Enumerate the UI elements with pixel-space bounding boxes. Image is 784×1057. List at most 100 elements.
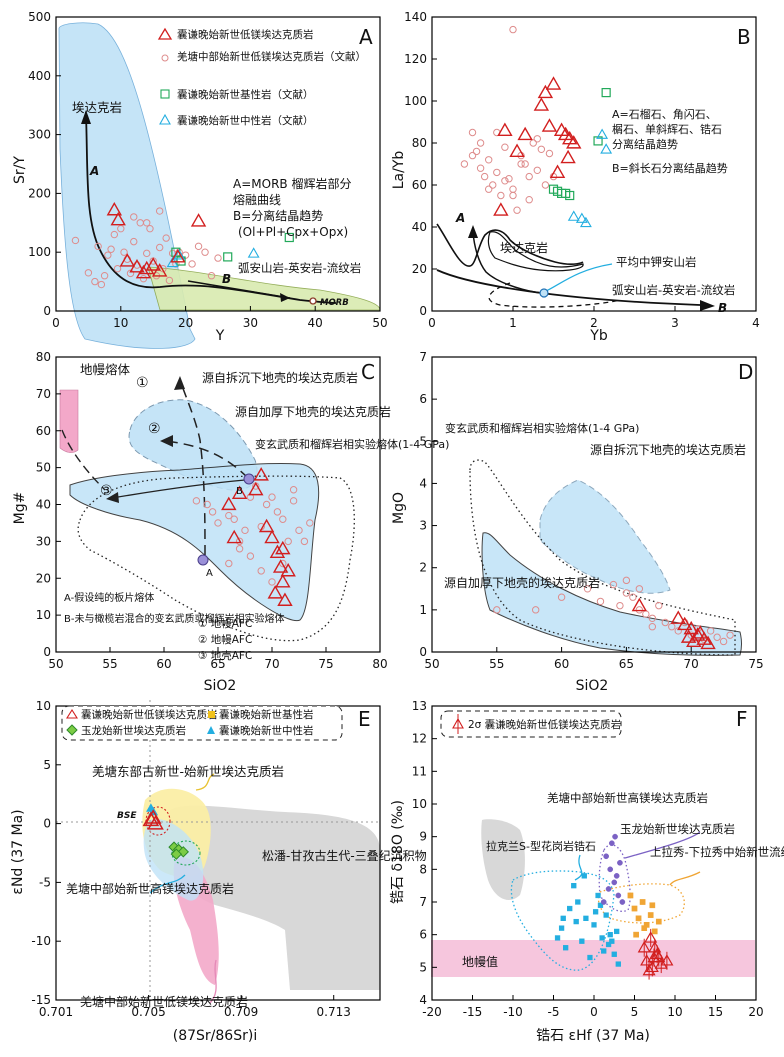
note-a-4: (Ol+Pl+Cpx+Opx) (238, 225, 348, 239)
annot-low-mg-e: 羌塘中部始新世低镁埃达克质岩 (80, 994, 248, 1009)
xtick-label: 4 (752, 316, 760, 330)
legend-e-box (61, 705, 343, 741)
data-point-triangle (135, 264, 152, 279)
ytick-label: 0 (43, 817, 51, 831)
xtick-label: 0 (590, 1005, 598, 1019)
point-a-c (197, 554, 209, 566)
data-point-circle (117, 224, 125, 233)
xtick-label: 5 (631, 1005, 639, 1019)
ytick-label: 100 (28, 245, 51, 259)
data-point-circle (300, 537, 309, 546)
data-point-circle (609, 580, 618, 589)
annot-adakite-b: 埃达克岩 (500, 240, 548, 255)
annot-high-mg-e: 羌塘中部始新世高镁埃达克质岩 (66, 881, 234, 896)
data-point-circle (537, 145, 546, 154)
annot-mantle-melt: 地幔熔体 (80, 362, 131, 377)
data-point-circle (617, 859, 623, 866)
data-point-triangle (272, 559, 289, 573)
morb-point (309, 297, 317, 305)
data-point-circle (648, 623, 657, 631)
legend-a-text-2a: 羌塘中部始新世低镁埃达克质岩（文献） (177, 50, 366, 63)
data-point-circle (235, 537, 244, 546)
data-point-square (583, 915, 589, 921)
data-point-triangle (596, 128, 609, 139)
data-point-triangle (145, 257, 161, 271)
annot-experiment-c: 变玄武质和榴辉岩相实验熔体(1-4 GPa) (255, 437, 449, 451)
data-point-triangle (226, 529, 242, 544)
data-point-triangle (253, 467, 269, 481)
data-point-square (609, 938, 615, 944)
xtick-label: 0.713 (317, 1005, 351, 1019)
data-point-circle (306, 519, 314, 527)
data-point-circle (525, 196, 533, 204)
ytick-label: 12 (412, 732, 427, 746)
data-point-circle (139, 274, 148, 283)
data-point-square (651, 928, 658, 935)
legend-a-green-square (160, 89, 170, 99)
xtick-label: 10 (667, 1005, 682, 1019)
annot-adakite-a: 埃达克岩 (72, 100, 122, 115)
leader-east-qiangtang (195, 773, 215, 791)
data-point-circle (97, 280, 106, 289)
xtick-label: 50 (372, 316, 387, 330)
data-point-square (560, 915, 566, 921)
data-point-triangle (647, 950, 661, 963)
data-point-square (595, 892, 601, 899)
data-point-circle (143, 249, 151, 258)
data-point-circle (203, 500, 211, 509)
data-point-circle (513, 206, 521, 214)
ylabel-d: MgO (391, 492, 407, 524)
adakite-curve-b (436, 223, 584, 267)
note-b-4: B=斜长石分离结晶趋势 (612, 161, 728, 175)
thickened-field-d (481, 532, 742, 656)
data-point-square (575, 899, 581, 905)
data-point-circle (155, 207, 164, 215)
data-point-square (607, 932, 613, 938)
ytick-label: 500 (28, 10, 51, 24)
data-point-circle (241, 526, 249, 535)
data-point-square (223, 252, 233, 262)
ytick-label: 5 (419, 960, 427, 974)
plot-frame-a (55, 16, 381, 312)
data-point-square (592, 909, 599, 915)
data-point-square (633, 931, 639, 938)
data-point-square (639, 899, 646, 905)
data-point-triangle (637, 941, 651, 953)
data-point-triangle (545, 76, 562, 90)
data-point-square (647, 912, 654, 918)
data-point-triangle (533, 97, 550, 111)
ytick-label: 6 (419, 928, 427, 942)
xtick-label: 70 (264, 657, 279, 671)
data-point-circle (268, 578, 276, 586)
leader-rhyolite-f (669, 871, 701, 886)
legend-e-text-2: 囊谦晚始新世基性岩 (219, 708, 314, 721)
note-a-1: A=MORB 榴辉岩部分 (233, 176, 351, 191)
point-b-c (243, 473, 255, 485)
panel-label-f: F (736, 707, 748, 731)
data-point-circle (642, 610, 650, 618)
thickened-field-c (69, 463, 320, 622)
ytick-label: 20 (36, 571, 51, 585)
ytick-label: 60 (412, 178, 427, 192)
data-point-circle (268, 493, 276, 501)
delaminated-field-d (539, 479, 671, 594)
data-point-triangle (689, 627, 706, 641)
xlabel-c: SiO2 (204, 678, 237, 694)
legend-a-pink-circle (161, 54, 169, 62)
data-point-triangle (680, 629, 697, 643)
ytick-label: 30 (36, 534, 51, 548)
legend-a-text-1: 囊谦晚始新世低镁埃达克质岩 (177, 28, 314, 41)
legend-e: 囊谦晚始新世低镁埃达克质岩 囊谦晚始新世基性岩 玉龙始新世埃达克质岩 囊谦晚始新… (61, 705, 343, 741)
annot-delaminated-c: 源自拆沉下地壳的埃达克质岩 (202, 370, 358, 385)
data-point-circle (279, 515, 287, 523)
data-point-circle (600, 899, 607, 905)
annot-bse: BSE (117, 811, 137, 821)
xtick-label: 3 (671, 316, 679, 330)
ytick-label: 50 (36, 461, 51, 475)
afc-arrow-3 (106, 492, 119, 503)
data-point-triangle (537, 84, 554, 99)
data-point-square (554, 935, 561, 941)
data-point-circle (230, 515, 238, 523)
ylabel-c: Mg# (12, 492, 28, 525)
